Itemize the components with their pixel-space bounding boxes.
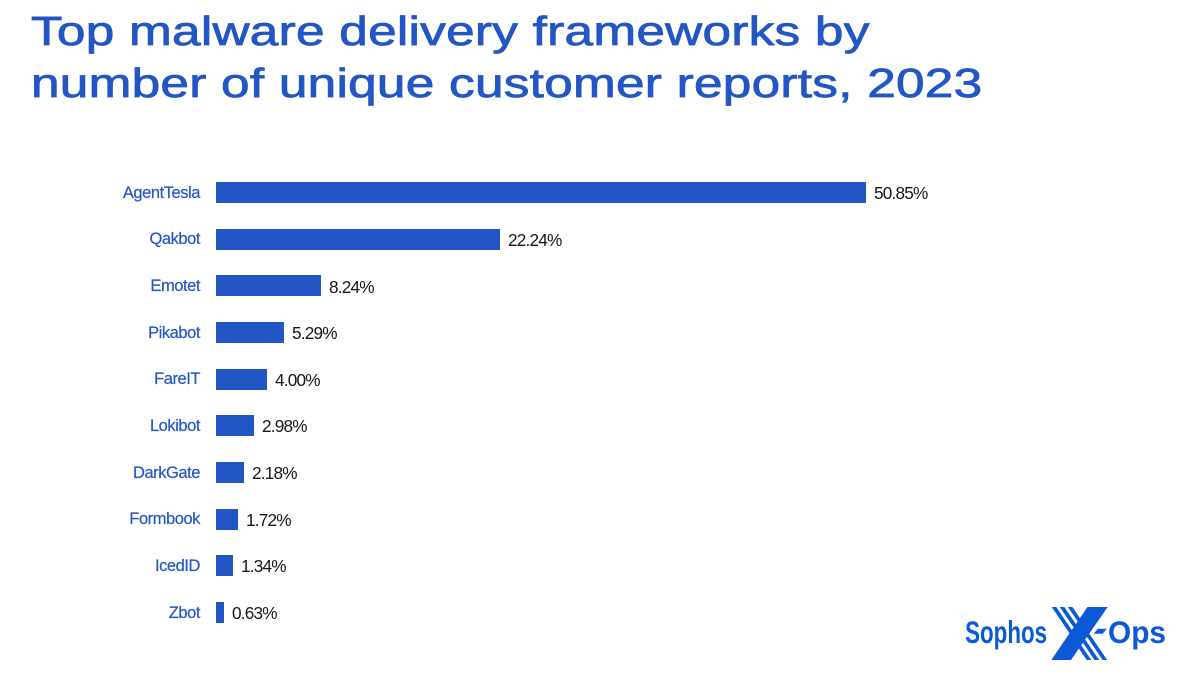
svg-text:Sophos: Sophos (965, 614, 1047, 650)
svg-text:Ops: Ops (1108, 614, 1166, 650)
